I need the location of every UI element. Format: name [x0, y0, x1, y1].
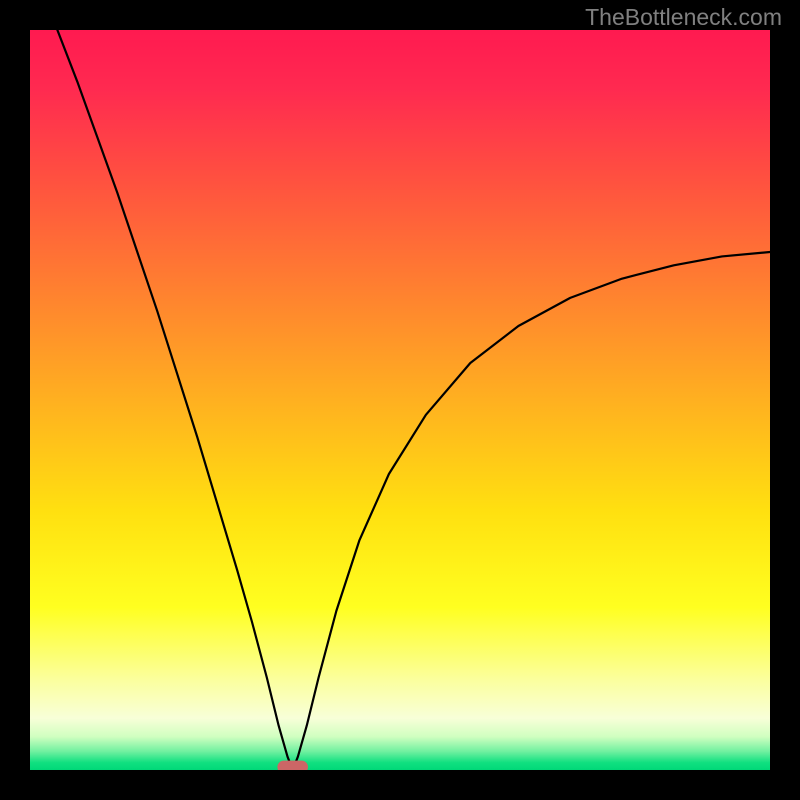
chart-container: TheBottleneck.com — [0, 0, 800, 800]
cusp-marker — [278, 761, 308, 770]
gradient-background — [30, 30, 770, 770]
plot-svg — [30, 30, 770, 770]
chart-frame — [30, 30, 770, 770]
watermark-text: TheBottleneck.com — [585, 4, 782, 31]
